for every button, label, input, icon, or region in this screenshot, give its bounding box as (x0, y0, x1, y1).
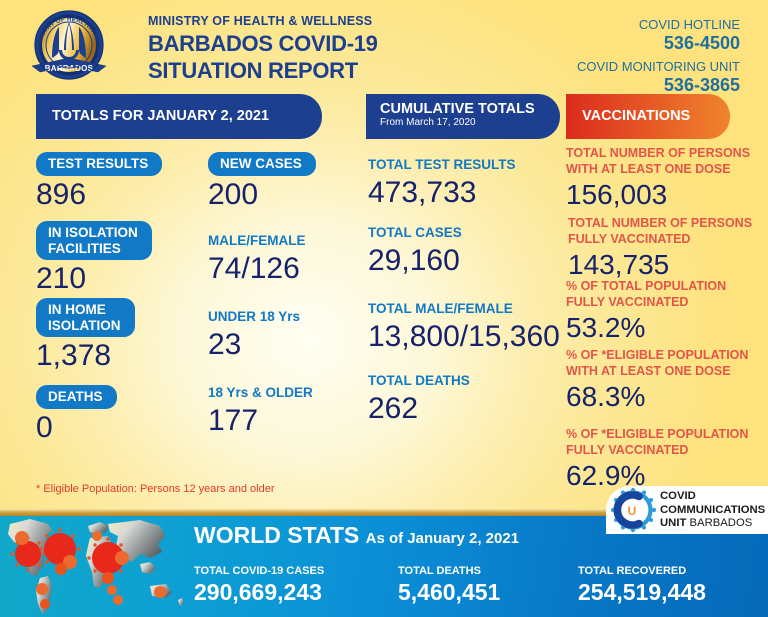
svg-text:BARBADOS: BARBADOS (45, 64, 94, 73)
svg-text:U: U (628, 504, 637, 518)
